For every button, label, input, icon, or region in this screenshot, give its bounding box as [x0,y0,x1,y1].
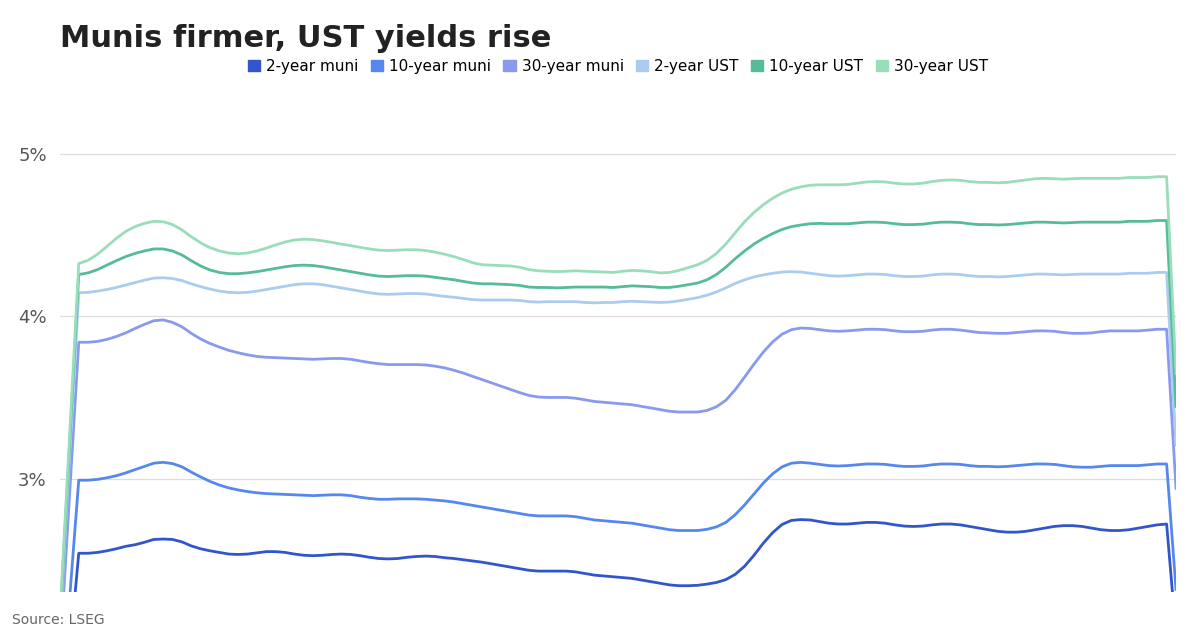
30-year UST [935,176,949,184]
10-year UST [1169,403,1183,410]
30-year UST [1169,370,1183,377]
2-year muni [672,582,686,590]
10-year muni [287,491,301,498]
2-year muni [943,520,958,528]
10-year UST [53,616,67,624]
2-year muni [353,552,367,559]
Text: Munis firmer, UST yields rise: Munis firmer, UST yields rise [60,24,551,53]
2-year UST [785,268,799,275]
2-year muni [793,516,808,524]
Legend: 2-year muni, 10-year muni, 30-year muni, 2-year UST, 10-year UST, 30-year UST: 2-year muni, 10-year muni, 30-year muni,… [248,59,988,74]
Line: 10-year UST: 10-year UST [60,220,1176,620]
2-year UST [672,297,686,305]
10-year muni [1169,585,1183,593]
10-year UST [1132,217,1146,225]
2-year UST [53,626,67,630]
Text: Source: LSEG: Source: LSEG [12,613,104,627]
2-year UST [1141,270,1156,277]
30-year UST [822,181,836,188]
2-year UST [1169,442,1183,449]
10-year muni [943,460,958,467]
2-year UST [943,270,958,278]
10-year UST [287,262,301,270]
30-year UST [1132,174,1146,181]
10-year muni [672,527,686,534]
Line: 2-year muni: 2-year muni [60,520,1176,630]
30-year UST [353,244,367,251]
Line: 30-year UST: 30-year UST [60,176,1176,616]
Line: 30-year muni: 30-year muni [60,320,1176,630]
30-year muni [362,358,377,366]
30-year UST [672,266,686,274]
30-year muni [832,328,846,335]
30-year muni [1169,484,1183,492]
30-year UST [287,236,301,244]
10-year UST [935,219,949,226]
2-year muni [287,550,301,558]
30-year muni [682,408,696,416]
30-year muni [296,355,311,363]
10-year UST [1150,217,1164,224]
Line: 2-year UST: 2-year UST [60,272,1176,629]
2-year muni [1141,523,1156,530]
10-year UST [353,270,367,277]
2-year UST [353,287,367,295]
10-year muni [1141,461,1156,469]
30-year muni [156,316,170,324]
10-year muni [793,459,808,466]
30-year muni [1141,326,1156,334]
2-year muni [832,520,846,528]
10-year muni [353,493,367,501]
30-year UST [53,612,67,619]
2-year UST [287,281,301,289]
10-year muni [832,462,846,470]
Line: 10-year muni: 10-year muni [60,462,1176,630]
10-year UST [672,282,686,290]
10-year UST [822,220,836,227]
30-year muni [943,326,958,333]
30-year UST [1150,173,1164,180]
2-year UST [832,272,846,280]
